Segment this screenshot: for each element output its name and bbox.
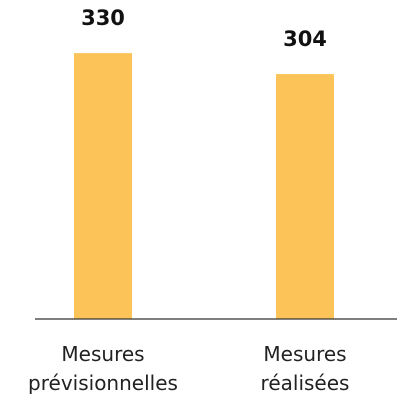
category-label-2-line-2: réalisées: [261, 371, 350, 394]
value-labels-group: 330 304: [81, 6, 327, 51]
bar-1: [74, 53, 132, 319]
category-label-2-line-1: Mesures: [263, 342, 346, 366]
category-label-1-line-1: Mesures: [61, 342, 144, 366]
category-labels-group: Mesures prévisionnelles Mesures réalisées: [28, 342, 349, 394]
bars-group: [74, 53, 334, 319]
category-label-1-line-2: prévisionnelles: [28, 371, 178, 394]
bar-2: [276, 74, 334, 319]
value-label-2: 304: [283, 27, 327, 51]
value-label-1: 330: [81, 6, 125, 30]
